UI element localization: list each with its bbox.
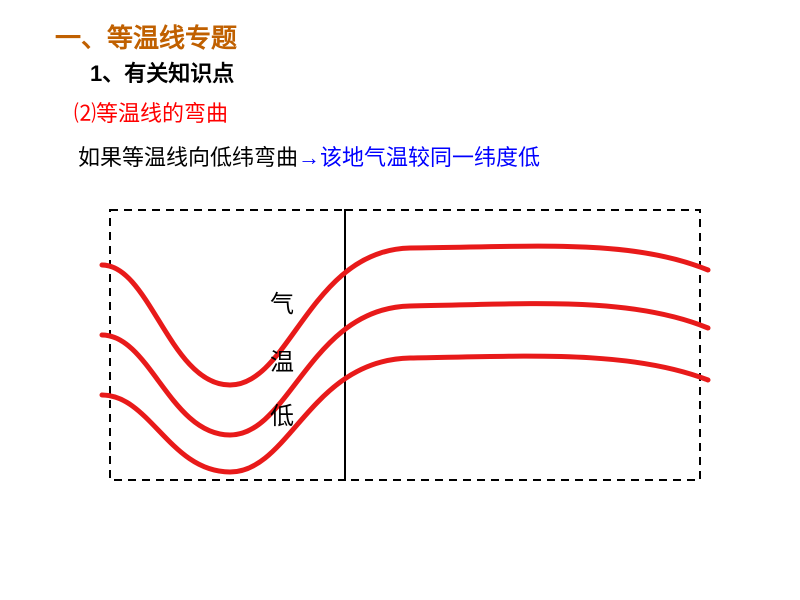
heading-section: ⑵等温线的弯曲 [74, 96, 228, 128]
diagram-box [110, 210, 345, 480]
isotherm-line [102, 246, 708, 385]
diagram-svg: 气温低 [110, 210, 700, 480]
diagram-label: 温 [270, 349, 294, 376]
body-prefix: 如果等温线向低纬弯曲 [78, 145, 298, 170]
isotherm-diagram: 气温低 [110, 210, 700, 480]
heading-main: 一、等温线专题 [55, 18, 237, 55]
body-text: 如果等温线向低纬弯曲→该地气温较同一纬度低 [78, 140, 540, 172]
body-arrow: →该地气温较同一纬度低 [298, 145, 540, 170]
diagram-label: 低 [270, 403, 294, 430]
diagram-label: 气 [270, 291, 294, 318]
isotherm-line [102, 356, 708, 472]
heading-sub: 1、有关知识点 [90, 56, 234, 88]
